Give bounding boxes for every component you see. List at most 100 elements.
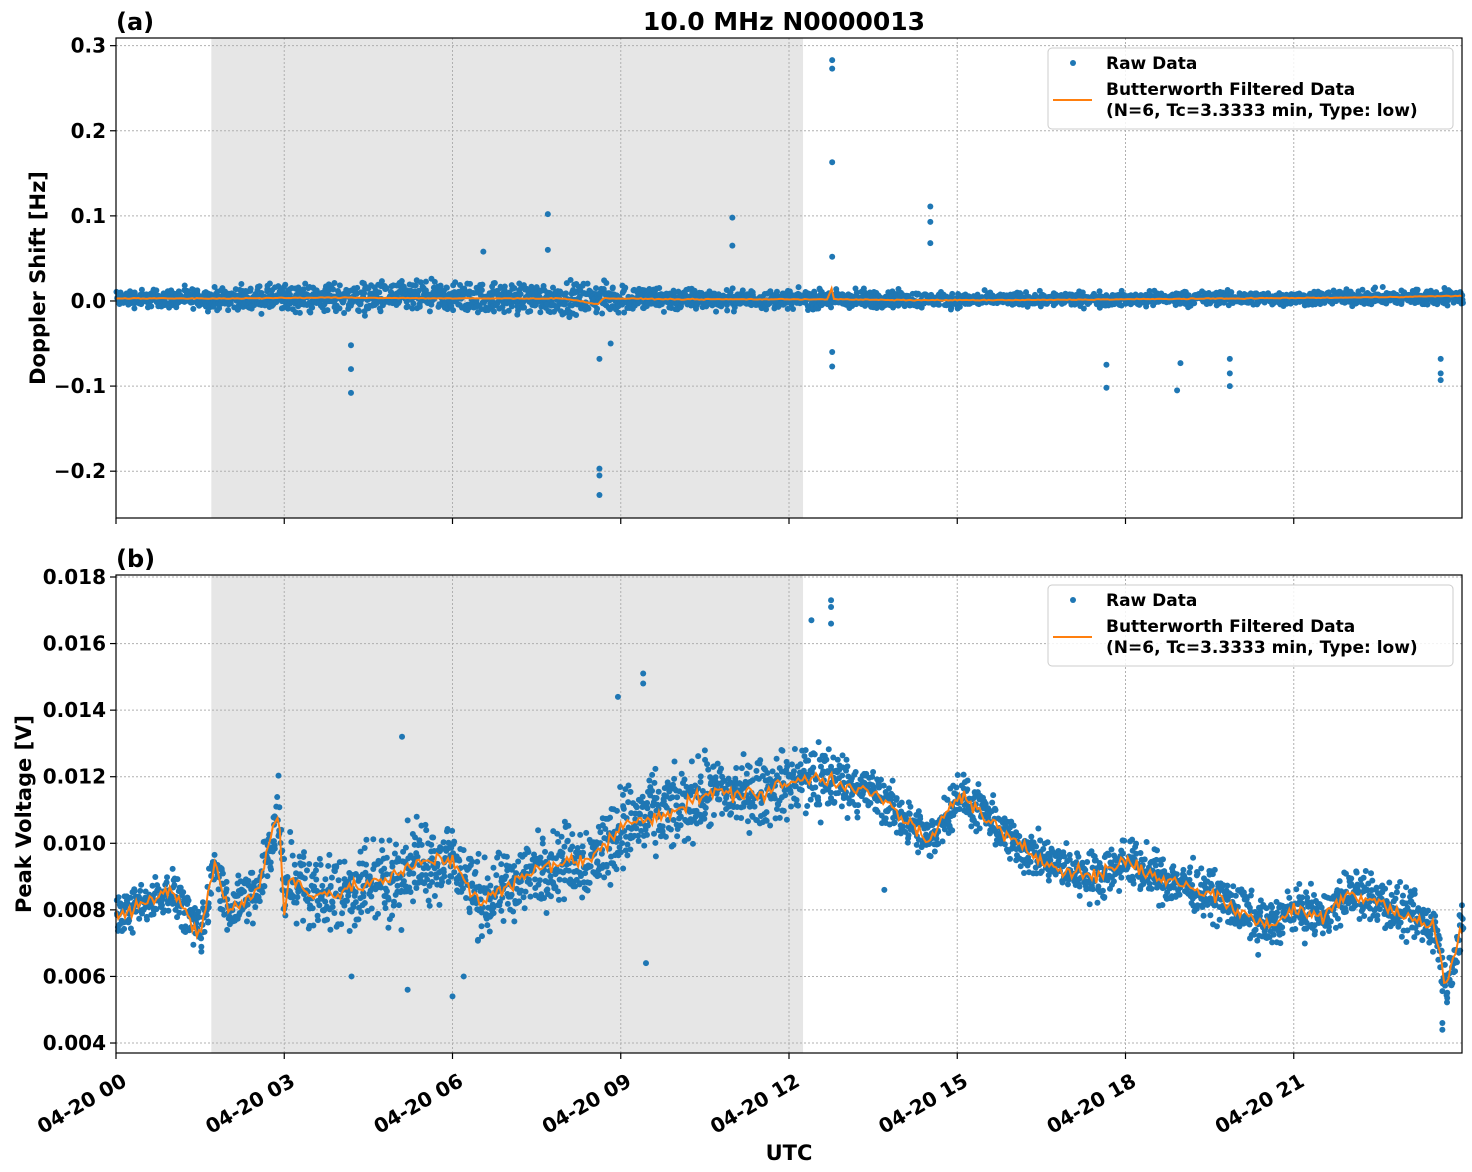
raw-data-point [964, 786, 971, 793]
raw-data-point [129, 929, 136, 936]
raw-data-point [508, 303, 515, 310]
raw-data-point [579, 894, 586, 901]
raw-data-point [437, 282, 444, 289]
raw-data-point [620, 865, 627, 872]
raw-data-point [291, 861, 298, 868]
raw-data-point [1010, 822, 1017, 829]
raw-data-outlier [1437, 355, 1444, 362]
raw-data-point [852, 768, 859, 775]
raw-data-point [455, 856, 462, 863]
raw-data-point [947, 306, 954, 313]
raw-data-point [825, 746, 832, 753]
raw-data-point [267, 864, 274, 871]
raw-data-point [627, 788, 634, 795]
raw-data-outlier [596, 472, 603, 479]
raw-data-point [1080, 305, 1087, 312]
raw-data-point [817, 819, 824, 826]
raw-data-point [293, 920, 300, 927]
raw-data-point [383, 285, 390, 292]
raw-data-point [652, 853, 659, 860]
raw-data-point [660, 308, 667, 315]
raw-data-point [345, 892, 352, 899]
raw-data-point [555, 896, 562, 903]
raw-data-point [828, 304, 835, 311]
raw-data-point [738, 765, 745, 772]
raw-data-point [486, 928, 493, 935]
raw-data-point [960, 771, 967, 778]
raw-data-point [467, 280, 474, 287]
raw-data-point [436, 901, 443, 908]
raw-data-point [718, 765, 725, 772]
raw-data-point [479, 281, 486, 288]
figure-title: 10.0 MHz N0000013 [643, 7, 925, 36]
raw-data-point [898, 799, 905, 806]
raw-data-point [554, 888, 561, 895]
raw-data-point [363, 836, 370, 843]
raw-data-point [791, 746, 798, 753]
raw-data-point [361, 312, 368, 319]
raw-data-point [599, 310, 606, 317]
raw-data-point [855, 802, 862, 809]
raw-data-point [1016, 833, 1023, 840]
raw-data-point [1028, 833, 1035, 840]
raw-data-point [787, 789, 794, 796]
raw-data-point [428, 841, 435, 848]
raw-data-point [336, 305, 343, 312]
raw-data-point [245, 911, 252, 918]
y-tick-label: 0.2 [71, 119, 106, 143]
raw-data-point [784, 305, 791, 312]
raw-data-point [310, 922, 317, 929]
raw-data-point [498, 861, 505, 868]
raw-data-point [746, 830, 753, 837]
raw-data-point [451, 838, 458, 845]
raw-data-point [804, 757, 811, 764]
raw-data-point [374, 910, 381, 917]
raw-data-point [670, 842, 677, 849]
raw-data-point [466, 909, 473, 916]
raw-data-point [450, 307, 457, 314]
raw-data-point [731, 304, 738, 311]
raw-data-point [992, 806, 999, 813]
raw-data-point [324, 916, 331, 923]
raw-data-point [644, 822, 651, 829]
raw-data-point [561, 843, 568, 850]
raw-data-point [757, 757, 764, 764]
raw-data-point [280, 304, 287, 311]
raw-data-point [443, 828, 450, 835]
raw-data-point [490, 910, 497, 917]
raw-data-outlier [544, 211, 551, 218]
raw-data-point [652, 765, 659, 772]
raw-data-point [587, 863, 594, 870]
raw-data-outlier [927, 203, 934, 210]
raw-data-point [764, 770, 771, 777]
raw-data-point [138, 881, 145, 888]
raw-data-point [338, 921, 345, 928]
raw-data-point [1191, 300, 1198, 307]
raw-data-point [556, 876, 563, 883]
raw-data-point [525, 848, 532, 855]
y-tick-label: 0.010 [43, 831, 106, 855]
raw-data-point [327, 926, 334, 933]
raw-data-point [243, 918, 250, 925]
raw-data-outlier [1103, 361, 1110, 368]
raw-data-point [767, 288, 774, 295]
raw-data-point [698, 289, 705, 296]
raw-data-point [641, 842, 648, 849]
raw-data-point [247, 285, 254, 292]
raw-data-point [565, 867, 572, 874]
raw-data-point [412, 282, 419, 289]
raw-data-point [351, 892, 358, 899]
raw-data-outlier [1437, 370, 1444, 377]
raw-data-point [496, 902, 503, 909]
y-tick-label: 0.006 [43, 964, 106, 988]
raw-data-point [601, 874, 608, 881]
raw-data-point [245, 877, 252, 884]
raw-data-point [678, 770, 685, 777]
y-tick-label: 0.018 [43, 565, 106, 589]
raw-data-point [413, 813, 420, 820]
raw-data-point [400, 878, 407, 885]
raw-data-point [719, 810, 726, 817]
raw-data-point [697, 773, 704, 780]
raw-data-point [627, 846, 634, 853]
raw-data-point [285, 305, 292, 312]
